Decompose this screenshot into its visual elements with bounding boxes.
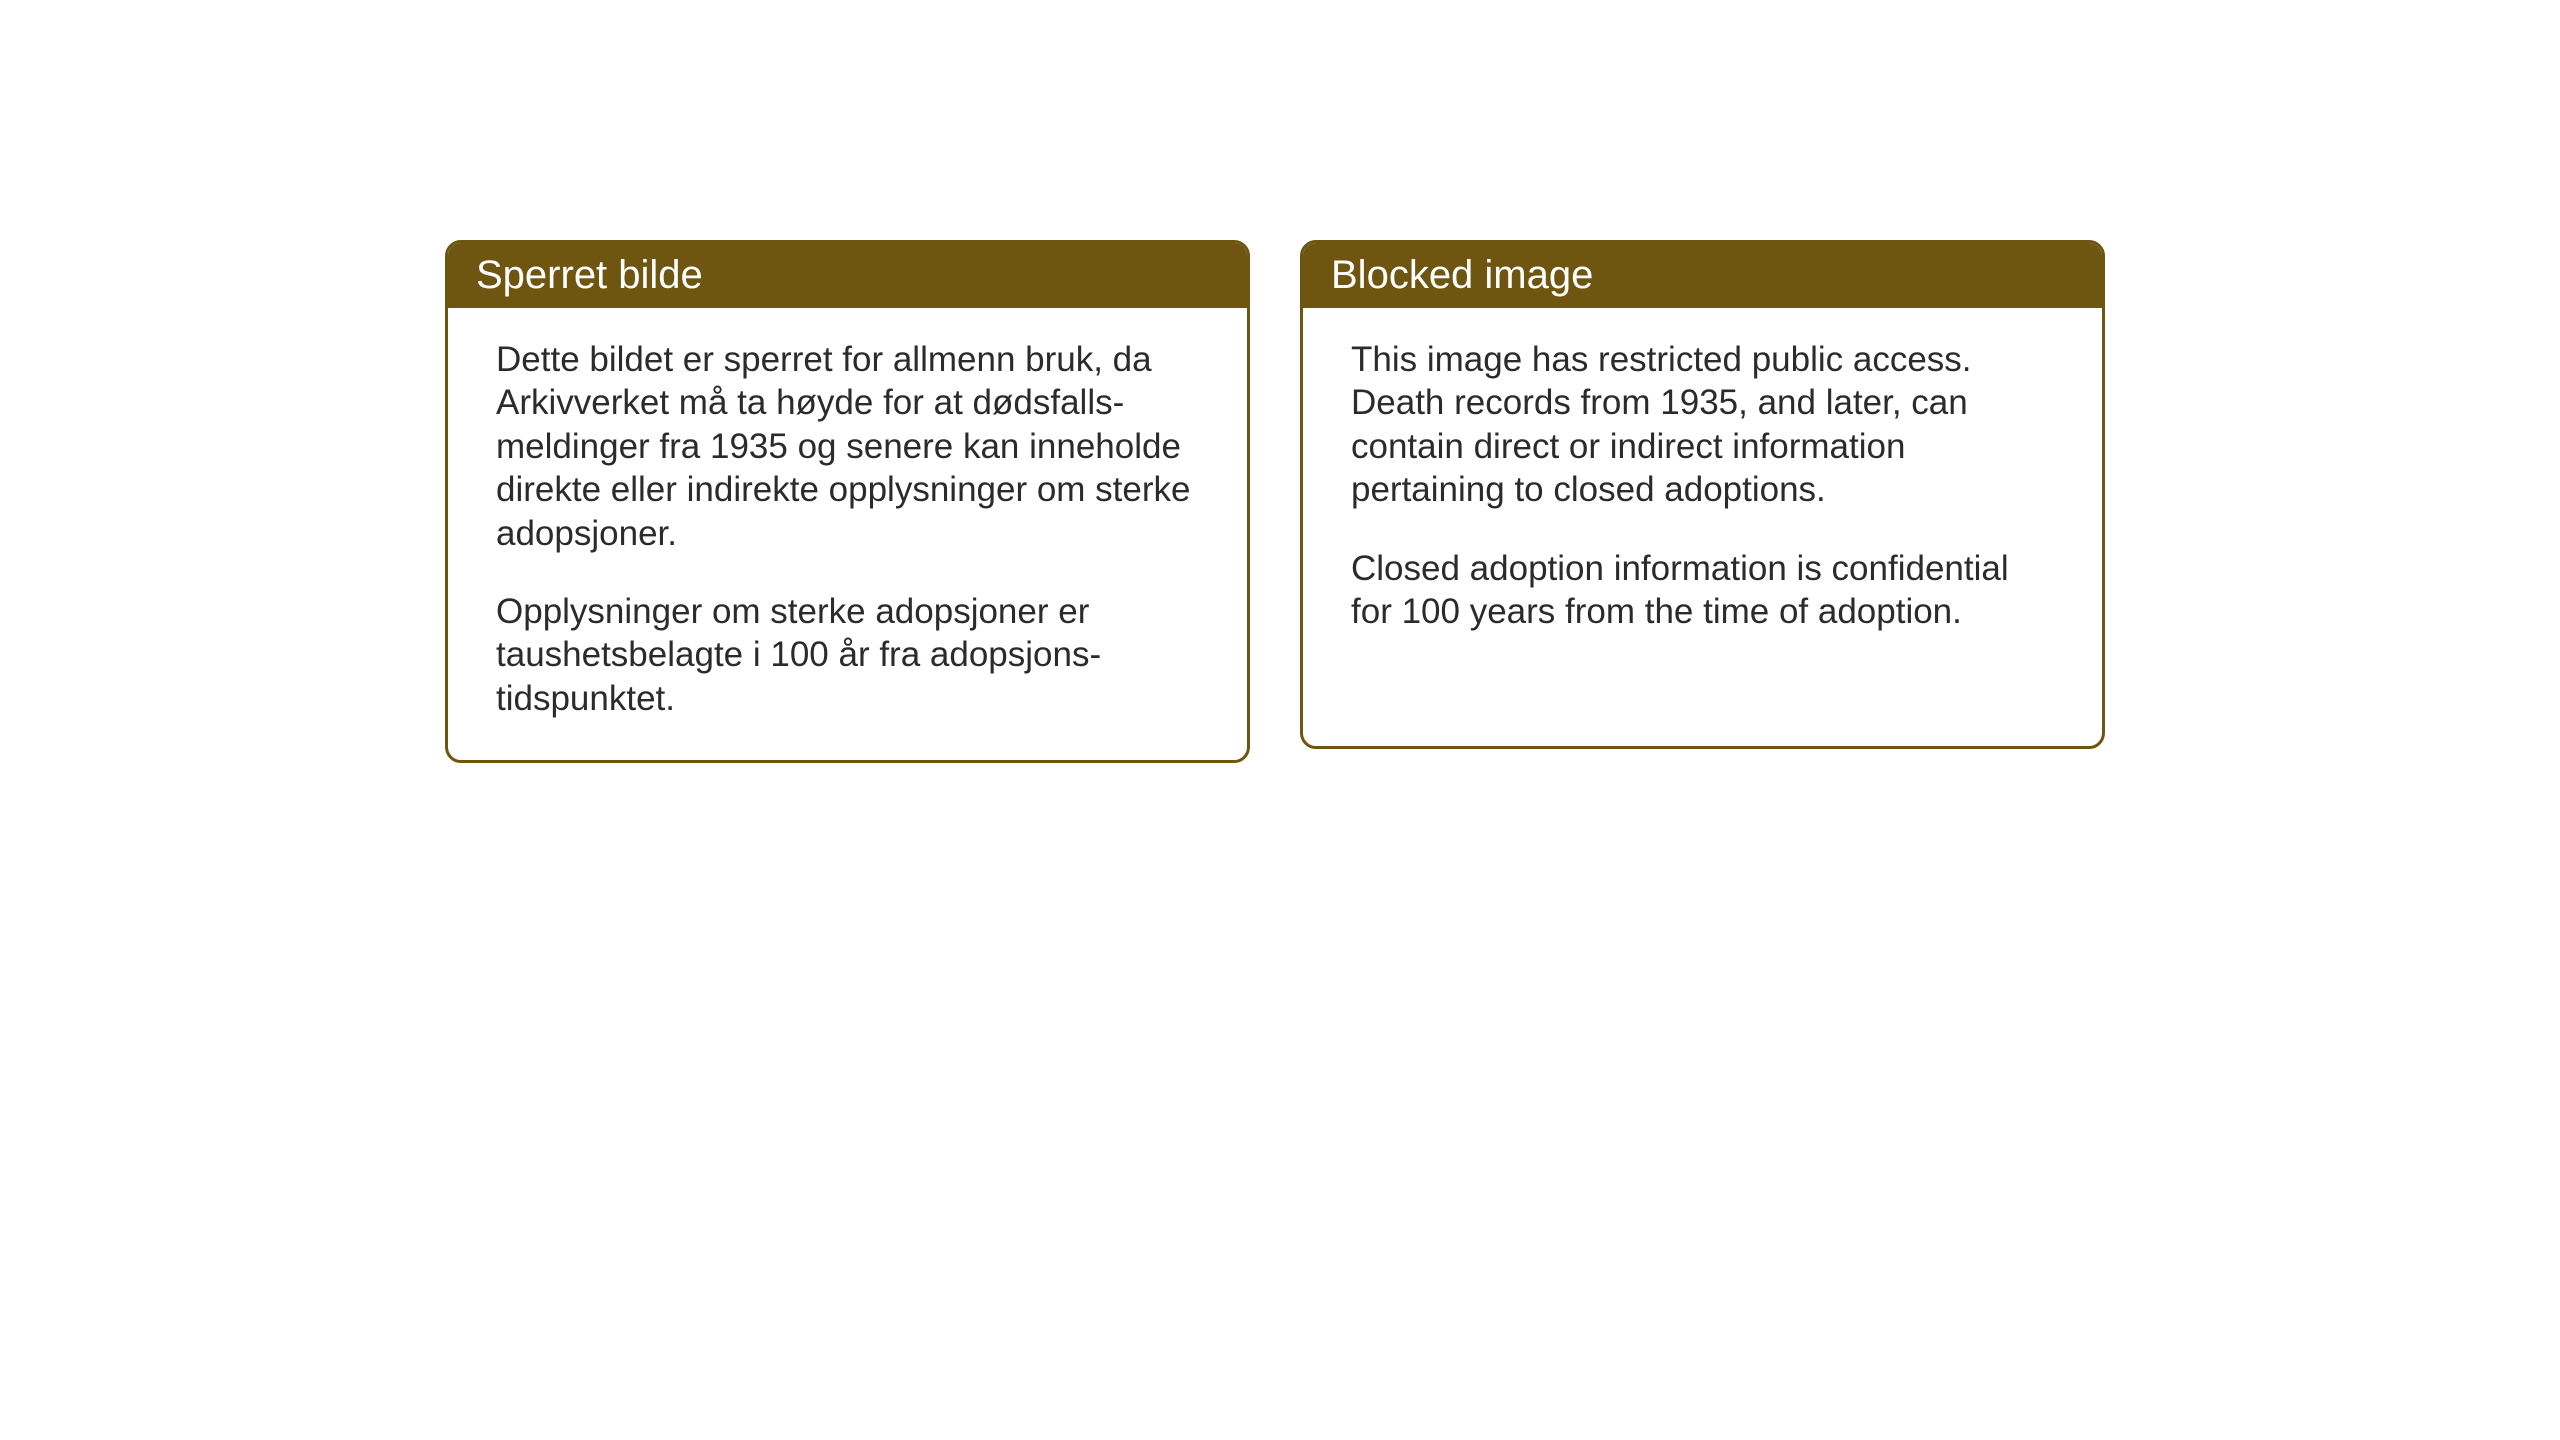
paragraph-text: Closed adoption information is confident… [1351,547,2054,634]
card-body-norwegian: Dette bildet er sperret for allmenn bruk… [448,308,1247,760]
notice-cards-container: Sperret bilde Dette bildet er sperret fo… [445,240,2105,763]
card-body-english: This image has restricted public access.… [1303,308,2102,673]
card-header-norwegian: Sperret bilde [448,243,1247,308]
notice-card-norwegian: Sperret bilde Dette bildet er sperret fo… [445,240,1250,763]
notice-card-english: Blocked image This image has restricted … [1300,240,2105,749]
paragraph-text: Dette bildet er sperret for allmenn bruk… [496,338,1199,555]
paragraph-text: This image has restricted public access.… [1351,338,2054,512]
paragraph-text: Opplysninger om sterke adopsjoner er tau… [496,590,1199,720]
card-header-english: Blocked image [1303,243,2102,308]
